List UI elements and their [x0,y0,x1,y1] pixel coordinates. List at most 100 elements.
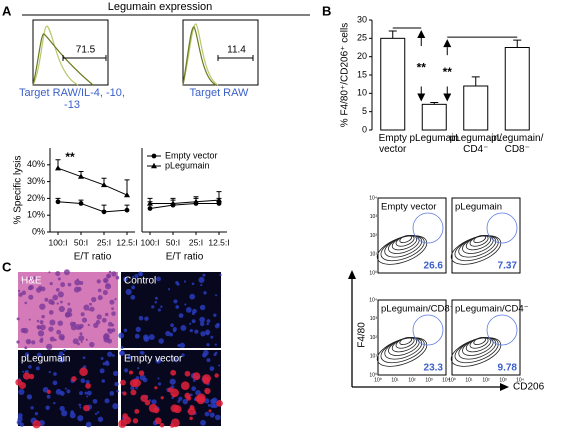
nucleus [107,338,113,344]
red-signal [132,418,139,424]
red-signal [123,416,132,425]
y-tick-label: 25 [357,33,367,43]
y-tick-label: 30% [27,176,45,186]
plot-label: Empty vector [381,202,436,213]
histogram-title: Legumain expression [108,1,213,13]
nucleus [125,288,132,295]
nucleus [135,326,141,333]
y-tick-label: 10³ [370,316,378,322]
red-signal [32,420,41,429]
marker [193,198,199,204]
nucleus [24,352,30,357]
nucleus [26,394,33,400]
y-axis-label: F4/80 [357,322,368,348]
error-bar [471,76,480,86]
x-tick-label: 25:I [97,237,111,247]
arrow-head [348,270,356,279]
nucleus [199,304,206,311]
nucleus [63,348,66,352]
nucleus [179,342,186,349]
nucleus [219,273,222,277]
error-bar [513,39,522,48]
marker [147,200,153,206]
y-tick-label: 40% [27,159,45,169]
nucleus [156,276,161,282]
nucleus [127,355,132,360]
nucleus [109,299,115,305]
red-signal [204,387,211,395]
nucleus [213,313,217,317]
annotation: ** [65,150,75,164]
arrow-head [443,39,452,48]
marker [101,209,107,215]
red-signal [192,372,201,381]
nucleus [170,323,174,328]
histogram-curve [182,26,217,86]
x-axis-label: CD206 [513,382,545,393]
nucleus [199,316,206,323]
nucleus [124,368,129,373]
x-tick-label: 10³ [499,377,507,383]
nucleus [180,324,187,331]
nucleus [206,319,211,323]
nucleus [56,329,62,335]
nucleus [99,368,105,374]
micrograph [16,269,120,351]
x-tick-label: 50:I [74,237,88,247]
nucleus [107,351,113,357]
x-axis-label: E/T ratio [74,252,112,263]
marker [78,173,84,179]
nucleus [72,322,77,326]
nucleus [189,328,193,333]
red-signal [159,422,165,428]
nucleus [178,313,184,318]
nucleus [16,317,20,321]
plot-label: pLegumain/CD4⁻ [455,304,529,315]
y-tick-label: 10⁴ [369,297,377,303]
nucleus [48,370,51,374]
contour [473,337,487,346]
series-line [150,199,220,204]
arrow-head [417,93,426,102]
nucleus [184,303,187,306]
nucleus [76,278,79,281]
nucleus [40,286,46,292]
nucleus [108,270,112,274]
y-tick-label: 10³ [370,214,378,220]
nucleus [77,342,80,346]
nucleus [189,293,196,300]
panel-label: B [322,3,331,18]
nucleus [48,326,54,332]
nucleus [218,364,221,367]
nucleus [175,305,180,309]
nucleus [160,305,163,308]
x-tick-label: 10⁰ [448,377,456,383]
red-signal [202,374,211,383]
nucleus [111,307,114,311]
plot-value: 9.78 [498,363,518,374]
gate [486,212,518,244]
marker [216,196,222,203]
nucleus [58,357,65,363]
nucleus [114,381,119,387]
nucleus [157,382,162,386]
y-tick-label: 10% [27,210,45,220]
nucleus [171,396,174,400]
arrow-head [500,383,509,391]
nucleus [105,361,110,366]
nucleus [140,350,145,355]
nucleus [82,356,86,360]
contour [399,337,413,346]
contour [399,235,413,244]
annotation: ** [417,60,427,74]
nucleus [104,279,108,283]
error-bar [388,30,397,39]
nucleus [182,398,189,405]
nucleus [49,319,56,326]
bar [463,85,489,131]
nucleus [28,294,34,300]
nucleus [89,306,95,312]
nucleus [214,351,218,355]
nucleus [209,366,215,371]
